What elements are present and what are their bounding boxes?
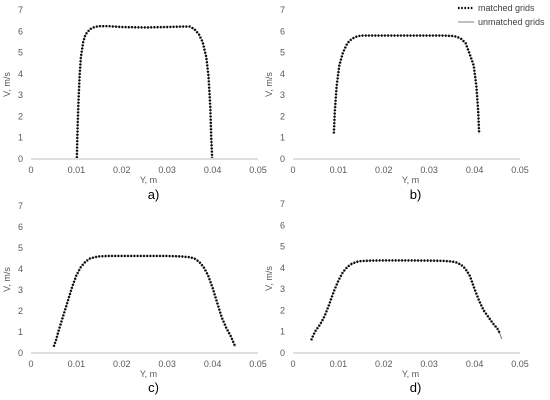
chart-panel-3: 0 1 2 3 4 5 6 7 0 0.01 0.02 0.03 0.04 0.05 Y, m V, m/s c…: [2, 201, 267, 395]
x-tick-label: 0.02: [113, 165, 131, 175]
y-tick-label: 2: [280, 305, 285, 315]
y-tick-label: 3: [280, 90, 285, 100]
y-tick-label: 7: [18, 201, 23, 211]
x-tick-label: 0.01: [68, 359, 86, 369]
y-tick-label: 0: [280, 154, 285, 164]
y-tick-label: 4: [280, 69, 285, 79]
y-tick-label: 1: [18, 133, 23, 143]
x-tick-label: 0.05: [249, 359, 267, 369]
y-axis-title: V, m/s: [2, 267, 12, 292]
chart-panel-2: 0 1 2 3 4 5 6 7 0 0.01 0.02 0.03 0.04 0.05 Y, m V, m/s b…: [264, 3, 545, 202]
x-tick-label: 0: [290, 165, 295, 175]
series-line-matched-grids: [332, 34, 481, 134]
legend: matched grids unmatched grids: [458, 3, 545, 27]
x-tick-label: 0.03: [420, 165, 438, 175]
y-tick-label: 1: [18, 327, 23, 337]
series-line-unmatched-grids: [310, 259, 503, 341]
y-tick-label: 7: [280, 199, 285, 209]
x-axis-title: Y, m: [402, 175, 419, 185]
x-tick-label: 0.02: [375, 165, 393, 175]
y-tick-label: 5: [18, 243, 23, 253]
x-tick-label: 0.03: [420, 359, 438, 369]
y-tick-label: 1: [280, 133, 285, 143]
y-axis-title: V, m/s: [264, 266, 274, 291]
x-tick-label: 0: [28, 165, 33, 175]
x-tick-label: 0: [28, 359, 33, 369]
legend-entry: matched grids: [478, 3, 535, 13]
y-axis-title: V, m/s: [2, 72, 12, 97]
x-tick-label: 0.05: [511, 359, 529, 369]
y-tick-label: 0: [18, 154, 23, 164]
x-axis-title: Y, m: [140, 369, 157, 379]
panel-label: a): [148, 187, 160, 202]
y-tick-label: 6: [280, 220, 285, 230]
y-tick-label: 4: [18, 264, 23, 274]
panel-label: d): [410, 380, 422, 395]
x-tick-label: 0: [290, 359, 295, 369]
panel-label: c): [148, 380, 159, 395]
y-tick-label: 3: [18, 90, 23, 100]
chart-panel-4: 0 1 2 3 4 5 6 7 0 0.01 0.02 0.03 0.04 0.05 Y, m V, m/s d…: [264, 199, 529, 395]
x-tick-label: 0.01: [330, 165, 348, 175]
series-line-matched-grids: [52, 254, 237, 348]
series-line-unmatched-grids: [76, 25, 213, 158]
y-tick-label: 5: [18, 48, 23, 58]
y-tick-label: 4: [18, 69, 23, 79]
y-tick-label: 4: [280, 263, 285, 273]
y-tick-label: 6: [280, 26, 285, 36]
series-line-unmatched-grids: [53, 255, 236, 347]
x-tick-label: 0.03: [158, 165, 176, 175]
y-tick-label: 6: [18, 222, 23, 232]
series-line-matched-grids: [310, 259, 501, 341]
x-tick-label: 0.01: [68, 165, 86, 175]
x-tick-label: 0.04: [466, 165, 484, 175]
legend-entry: unmatched grids: [478, 17, 545, 27]
x-tick-label: 0.02: [113, 359, 131, 369]
y-tick-label: 1: [280, 327, 285, 337]
series-line-unmatched-grids: [333, 35, 480, 134]
y-tick-label: 5: [280, 48, 285, 58]
x-axis-title: Y, m: [402, 369, 419, 379]
panel-label: b): [410, 187, 422, 202]
chart-panel-1: 0 1 2 3 4 5 6 7 0 0.01 0.02 0.03 0.04 0.05 Y, m V, m/s a…: [2, 5, 267, 202]
y-tick-label: 2: [18, 306, 23, 316]
y-tick-label: 7: [18, 5, 23, 15]
y-tick-label: 2: [18, 111, 23, 121]
y-tick-label: 5: [280, 242, 285, 252]
x-axis-title: Y, m: [140, 175, 157, 185]
y-tick-label: 7: [280, 5, 285, 15]
y-tick-label: 2: [280, 111, 285, 121]
x-tick-label: 0.04: [204, 359, 222, 369]
x-tick-label: 0.02: [375, 359, 393, 369]
y-tick-label: 0: [280, 348, 285, 358]
x-tick-label: 0.04: [204, 165, 222, 175]
series-line-matched-grids: [75, 24, 214, 158]
y-axis-title: V, m/s: [264, 72, 274, 97]
x-tick-label: 0.03: [158, 359, 176, 369]
y-tick-label: 3: [280, 284, 285, 294]
x-tick-label: 0.05: [249, 165, 267, 175]
x-tick-label: 0.04: [466, 359, 484, 369]
y-tick-label: 3: [18, 285, 23, 295]
y-tick-label: 0: [18, 348, 23, 358]
x-tick-label: 0.01: [330, 359, 348, 369]
x-tick-label: 0.05: [511, 165, 529, 175]
y-tick-label: 6: [18, 26, 23, 36]
